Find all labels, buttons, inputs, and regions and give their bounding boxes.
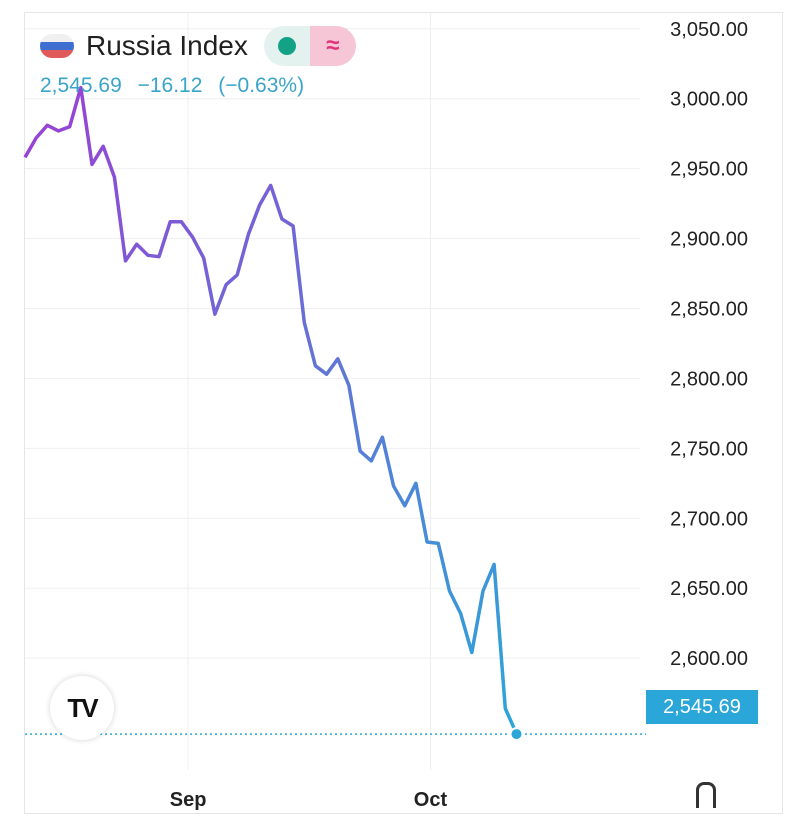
last-price-dot[interactable] bbox=[509, 727, 524, 742]
indicator-pills[interactable]: ≈ bbox=[263, 26, 356, 66]
current-price: 2,545.69 bbox=[40, 74, 122, 97]
approx-wave-icon: ≈ bbox=[326, 32, 340, 59]
y-tick-label: 3,000.00 bbox=[670, 89, 748, 111]
chart-header: Russia Index ≈ bbox=[40, 24, 356, 68]
compare-toggle[interactable]: ≈ bbox=[309, 26, 356, 66]
y-tick-label: 2,900.00 bbox=[670, 229, 748, 251]
y-tick-label: 2,850.00 bbox=[670, 298, 748, 320]
index-title: Russia Index bbox=[86, 30, 248, 61]
russia-flag-icon bbox=[40, 34, 74, 58]
chart-grid bbox=[25, 12, 640, 770]
y-tick-label: 2,600.00 bbox=[670, 648, 748, 670]
x-tick-label: Sep bbox=[170, 789, 207, 811]
chart-frame bbox=[24, 12, 783, 814]
tradingview-logo[interactable]: TV bbox=[50, 676, 114, 740]
quote-line: 2,545.69 −16.12 (−0.63%) bbox=[40, 74, 314, 98]
y-tick-label: 2,700.00 bbox=[670, 508, 748, 530]
y-tick-label: 2,950.00 bbox=[670, 159, 748, 181]
status-dot-icon bbox=[277, 37, 296, 55]
price-change-percent: (−0.63%) bbox=[218, 74, 305, 97]
y-tick-label: 2,750.00 bbox=[670, 438, 748, 460]
last-price-label: 2,545.69 bbox=[646, 690, 758, 724]
y-tick-label: 2,800.00 bbox=[670, 368, 748, 390]
x-axis: Sep Oct bbox=[170, 789, 448, 811]
scale-settings-icon[interactable] bbox=[696, 782, 716, 808]
y-tick-label: 2,650.00 bbox=[670, 578, 748, 600]
tradingview-logo-text: TV bbox=[67, 692, 98, 723]
y-axis: 3,050.00 3,000.00 2,950.00 2,900.00 2,850.00… bbox=[670, 19, 748, 670]
status-toggle[interactable] bbox=[263, 26, 310, 66]
price-change: −16.12 bbox=[137, 74, 203, 97]
price-line[interactable] bbox=[23, 85, 519, 735]
x-tick-label: Oct bbox=[414, 789, 448, 811]
y-tick-label: 3,050.00 bbox=[670, 19, 748, 41]
